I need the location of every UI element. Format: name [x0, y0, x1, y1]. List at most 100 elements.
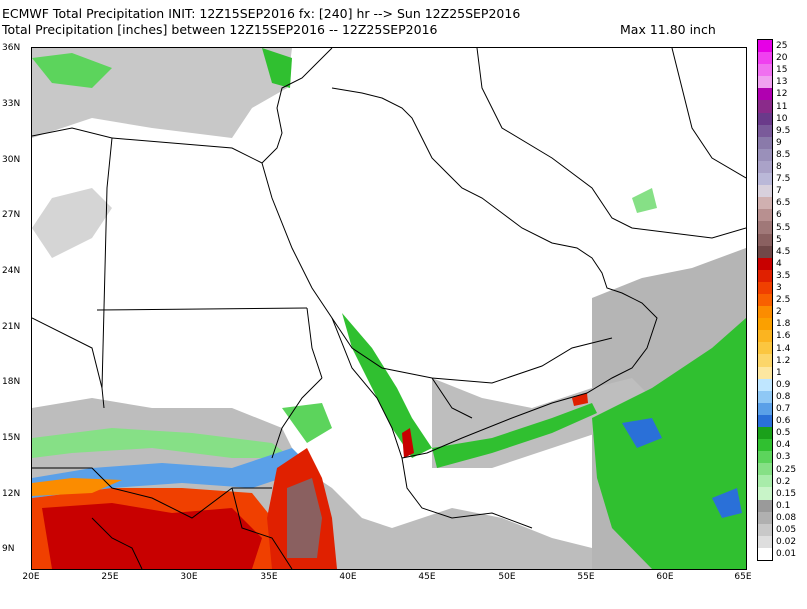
- lat-tick-label: 15N: [2, 433, 21, 443]
- colorbar-swatch: [758, 547, 772, 561]
- colorbar-swatch: [758, 354, 772, 367]
- colorbar-swatch: [758, 221, 772, 234]
- colorbar-level-label: 13: [776, 77, 788, 88]
- colorbar-level-label: 8.5: [776, 149, 791, 160]
- colorbar-swatch: [758, 475, 772, 488]
- lat-tick-label: 24N: [2, 266, 21, 276]
- colorbar-swatch: [758, 40, 772, 53]
- lon-tick-label: 45E: [418, 572, 436, 582]
- colorbar-swatch: [758, 136, 772, 149]
- colorbar-swatch: [758, 257, 772, 270]
- colorbar-swatch: [758, 64, 772, 77]
- lon-tick-label: 25E: [101, 572, 119, 582]
- colorbar-swatch: [758, 124, 772, 137]
- map-graphic: [32, 48, 746, 569]
- lon-tick-label: 40E: [339, 572, 357, 582]
- colorbar-level-label: 5.5: [776, 222, 791, 233]
- precip-very-heavy-areas: [32, 393, 588, 569]
- colorbar-level-label: 0.2: [776, 476, 791, 487]
- precip-moderate-areas: [32, 48, 746, 569]
- colorbar-level-label: 0.01: [776, 549, 797, 560]
- map-title-line1: ECMWF Total Precipitation INIT: 12Z15SEP…: [2, 6, 521, 21]
- colorbar-swatch: [758, 463, 772, 476]
- lat-tick-label: 21N: [2, 322, 21, 332]
- colorbar-swatch: [758, 76, 772, 89]
- lon-tick-label: 35E: [260, 572, 278, 582]
- colorbar-level-label: 15: [776, 65, 788, 76]
- colorbar-swatch: [758, 402, 772, 415]
- colorbar-swatch: [758, 52, 772, 65]
- colorbar-swatch: [758, 100, 772, 113]
- lon-tick-label: 50E: [498, 572, 516, 582]
- colorbar-level-label: 1.6: [776, 331, 791, 342]
- lon-tick-label: 60E: [656, 572, 674, 582]
- colorbar-level-label: 12: [776, 89, 788, 100]
- lon-tick-label: 55E: [577, 572, 595, 582]
- colorbar-level-label: 7: [776, 186, 782, 197]
- colorbar-level-label: 0.15: [776, 488, 797, 499]
- country-borders: [32, 48, 746, 569]
- colorbar-level-label: 0.5: [776, 428, 791, 439]
- colorbar-swatch: [758, 306, 772, 319]
- colorbar-swatch: [758, 511, 772, 524]
- lon-tick-label: 65E: [734, 572, 752, 582]
- colorbar-swatch: [758, 499, 772, 512]
- colorbar-level-label: 1.8: [776, 319, 791, 330]
- colorbar-level-label: 2: [776, 307, 782, 318]
- colorbar-swatch: [758, 197, 772, 210]
- colorbar-level-label: 2.5: [776, 295, 791, 306]
- colorbar-level-label: 0.7: [776, 404, 791, 414]
- colorbar-level-label: 11: [776, 101, 788, 112]
- colorbar-swatch: [758, 148, 772, 161]
- lat-tick-label: 12N: [2, 489, 21, 499]
- colorbar: [757, 39, 773, 562]
- colorbar-swatch: [758, 330, 772, 343]
- colorbar-swatch: [758, 173, 772, 186]
- colorbar-level-label: 4.5: [776, 246, 791, 257]
- lat-tick-label: 33N: [2, 99, 21, 109]
- colorbar-swatch: [758, 414, 772, 427]
- colorbar-swatch: [758, 112, 772, 125]
- colorbar-level-label: 8: [776, 162, 782, 172]
- colorbar-swatch: [758, 160, 772, 174]
- colorbar-level-label: 0.1: [776, 500, 791, 511]
- colorbar-swatch: [758, 209, 772, 222]
- colorbar-level-label: 1.4: [776, 343, 791, 354]
- colorbar-swatch: [758, 88, 772, 101]
- colorbar-swatch: [758, 318, 772, 331]
- colorbar-level-label: 0.8: [776, 391, 791, 402]
- colorbar-swatch: [758, 439, 772, 452]
- colorbar-swatch: [758, 366, 772, 379]
- lon-tick-label: 30E: [180, 572, 198, 582]
- colorbar-level-label: 0.6: [776, 416, 791, 427]
- lon-tick-label: 20E: [22, 572, 40, 582]
- colorbar-swatch: [758, 487, 772, 500]
- colorbar-level-label: 0.05: [776, 525, 797, 535]
- colorbar-swatch: [758, 378, 772, 391]
- colorbar-level-label: 0.02: [776, 537, 797, 548]
- colorbar-level-label: 1: [776, 367, 782, 378]
- colorbar-level-label: 6.5: [776, 198, 791, 209]
- lat-tick-label: 9N: [2, 544, 15, 554]
- colorbar-level-label: 4: [776, 258, 782, 269]
- lat-tick-label: 36N: [2, 43, 21, 53]
- colorbar-swatch: [758, 390, 772, 403]
- lat-tick-label: 27N: [2, 210, 21, 220]
- colorbar-level-label: 6: [776, 210, 782, 221]
- colorbar-level-label: 0.08: [776, 512, 797, 523]
- colorbar-level-label: 10: [776, 113, 788, 124]
- map-title-line2: Total Precipitation [inches] between 12Z…: [2, 22, 438, 37]
- colorbar-swatch: [758, 523, 772, 536]
- colorbar-level-label: 3.5: [776, 270, 791, 281]
- colorbar-swatch: [758, 451, 772, 464]
- colorbar-swatch: [758, 535, 772, 548]
- colorbar-level-label: 0.3: [776, 452, 791, 463]
- colorbar-level-label: 5: [776, 234, 782, 245]
- colorbar-swatch: [758, 342, 772, 355]
- lat-tick-label: 30N: [2, 155, 21, 165]
- colorbar-level-label: 7.5: [776, 174, 791, 185]
- colorbar-level-label: 25: [776, 41, 788, 51]
- colorbar-level-label: 0.9: [776, 379, 791, 390]
- colorbar-swatch: [758, 269, 772, 282]
- lat-tick-label: 18N: [2, 377, 21, 387]
